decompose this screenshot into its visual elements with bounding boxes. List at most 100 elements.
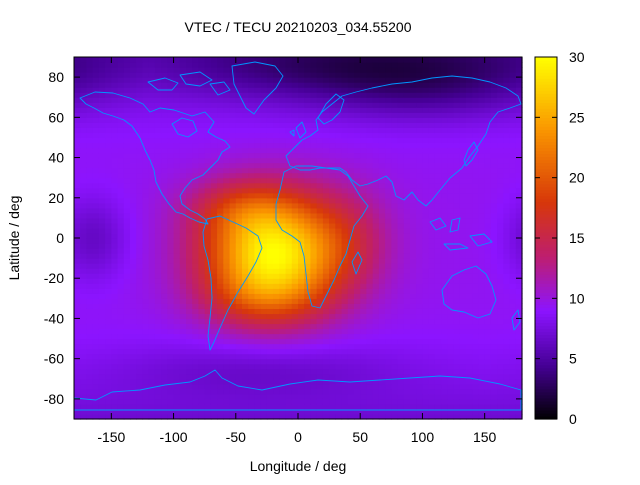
heatmap-cell: [130, 207, 137, 214]
heatmap-cell: [161, 97, 168, 103]
heatmap-cell: [298, 308, 305, 315]
heatmap-cell: [198, 333, 206, 340]
heatmap-cell: [466, 288, 473, 294]
heatmap-cell: [130, 117, 137, 123]
heatmap-cell: [428, 162, 436, 169]
heatmap-cell: [167, 273, 175, 279]
heatmap-cell: [117, 212, 125, 219]
heatmap-cell: [179, 323, 187, 330]
heatmap-cell: [385, 288, 392, 294]
heatmap-cell: [111, 273, 119, 279]
heatmap-cell: [447, 268, 455, 274]
heatmap-cell: [410, 157, 417, 164]
heatmap-cell: [366, 207, 374, 214]
heatmap-cell: [80, 293, 88, 299]
heatmap-cell: [111, 318, 119, 325]
heatmap-cell: [310, 177, 318, 184]
heatmap-cell: [403, 192, 411, 199]
heatmap-cell: [80, 227, 88, 234]
heatmap-cell: [186, 172, 193, 179]
heatmap-cell: [372, 273, 380, 279]
heatmap-cell: [291, 348, 299, 355]
heatmap-cell: [254, 238, 262, 244]
heatmap-cell: [223, 187, 231, 194]
heatmap-cell: [391, 313, 399, 320]
heatmap-cell: [472, 328, 480, 335]
heatmap-cell: [279, 162, 287, 169]
heatmap-cell: [447, 413, 455, 420]
heatmap-cell: [192, 253, 200, 259]
heatmap-cell: [329, 227, 336, 234]
heatmap-cell: [273, 328, 280, 335]
heatmap-cell: [478, 162, 486, 169]
heatmap-cell: [397, 187, 405, 194]
heatmap-cell: [223, 72, 231, 78]
heatmap-cell: [273, 117, 280, 123]
heatmap-cell: [298, 388, 305, 395]
heatmap-cell: [329, 232, 336, 239]
heatmap-cell: [472, 192, 480, 199]
heatmap-cell: [354, 288, 361, 294]
heatmap-cell: [173, 202, 181, 209]
heatmap-cell: [173, 172, 181, 179]
heatmap-cell: [422, 303, 430, 309]
heatmap-cell: [248, 137, 256, 144]
heatmap-cell: [347, 72, 355, 78]
heatmap-cell: [335, 363, 343, 370]
heatmap-cell: [360, 147, 368, 154]
heatmap-cell: [98, 293, 106, 299]
heatmap-cell: [466, 187, 473, 194]
heatmap-cell: [123, 383, 131, 390]
heatmap-cell: [260, 107, 268, 113]
heatmap-cell: [372, 57, 380, 63]
heatmap-cell: [316, 62, 324, 68]
heatmap-cell: [360, 368, 368, 375]
heatmap-cell: [422, 323, 430, 330]
heatmap-cell: [173, 77, 181, 83]
heatmap-cell: [167, 253, 175, 259]
heatmap-cell: [341, 268, 349, 274]
heatmap-cell: [298, 328, 305, 335]
heatmap-cell: [242, 368, 249, 375]
heatmap-cell: [80, 202, 88, 209]
heatmap-cell: [453, 67, 461, 73]
heatmap-cell: [92, 222, 100, 229]
heatmap-cell: [136, 343, 144, 350]
heatmap-cell: [304, 258, 312, 264]
heatmap-cell: [161, 232, 168, 239]
heatmap-cell: [310, 258, 318, 264]
heatmap-cell: [235, 207, 243, 214]
heatmap-cell: [478, 278, 486, 284]
heatmap-cell: [229, 127, 237, 134]
heatmap-cell: [484, 348, 492, 355]
heatmap-cell: [453, 368, 461, 375]
heatmap-cell: [273, 162, 280, 169]
heatmap-cell: [242, 67, 249, 73]
heatmap-cell: [410, 72, 417, 78]
heatmap-cell: [117, 278, 125, 284]
heatmap-cell: [111, 378, 119, 385]
heatmap-cell: [235, 318, 243, 325]
heatmap-cell: [447, 107, 455, 113]
heatmap-cell: [98, 243, 106, 249]
heatmap-cell: [497, 263, 504, 269]
heatmap-cell: [322, 278, 330, 284]
heatmap-cell: [123, 373, 131, 380]
heatmap-cell: [186, 368, 193, 375]
heatmap-cell: [459, 363, 467, 370]
heatmap-cell: [142, 248, 150, 254]
heatmap-cell: [148, 112, 156, 118]
heatmap-cell: [335, 238, 343, 244]
heatmap-cell: [204, 238, 212, 244]
heatmap-cell: [329, 323, 336, 330]
heatmap-cell: [105, 383, 112, 390]
heatmap-cell: [111, 222, 119, 229]
heatmap-cell: [260, 217, 268, 224]
heatmap-cell: [298, 303, 305, 309]
heatmap-cell: [410, 323, 417, 330]
heatmap-cell: [441, 383, 448, 390]
heatmap-cell: [403, 328, 411, 335]
heatmap-cell: [329, 182, 336, 189]
heatmap-cell: [285, 353, 293, 360]
heatmap-cell: [322, 222, 330, 229]
